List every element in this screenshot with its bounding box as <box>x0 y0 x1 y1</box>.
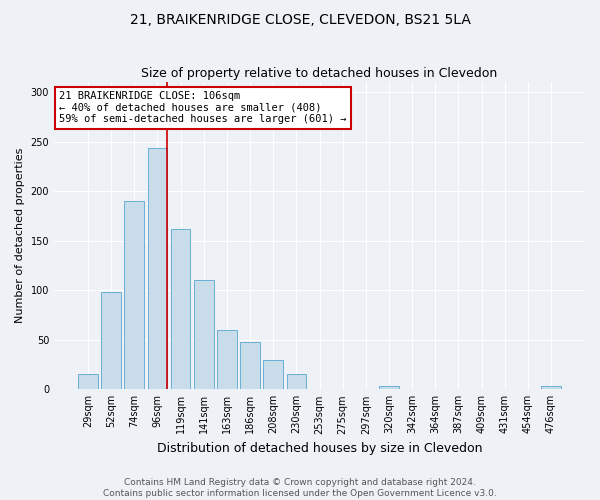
Text: 21 BRAIKENRIDGE CLOSE: 106sqm
← 40% of detached houses are smaller (408)
59% of : 21 BRAIKENRIDGE CLOSE: 106sqm ← 40% of d… <box>59 92 347 124</box>
Text: 21, BRAIKENRIDGE CLOSE, CLEVEDON, BS21 5LA: 21, BRAIKENRIDGE CLOSE, CLEVEDON, BS21 5… <box>130 12 470 26</box>
Bar <box>287 374 306 390</box>
Y-axis label: Number of detached properties: Number of detached properties <box>15 148 25 324</box>
Bar <box>263 360 283 390</box>
Text: Contains HM Land Registry data © Crown copyright and database right 2024.
Contai: Contains HM Land Registry data © Crown c… <box>103 478 497 498</box>
Title: Size of property relative to detached houses in Clevedon: Size of property relative to detached ho… <box>142 66 497 80</box>
Bar <box>194 280 214 390</box>
Bar <box>171 228 190 390</box>
Bar <box>217 330 237 390</box>
Bar <box>379 386 399 390</box>
X-axis label: Distribution of detached houses by size in Clevedon: Distribution of detached houses by size … <box>157 442 482 455</box>
Bar <box>541 386 561 390</box>
Bar <box>240 342 260 390</box>
Bar <box>148 148 167 390</box>
Bar <box>78 374 98 390</box>
Bar <box>101 292 121 390</box>
Bar <box>124 201 144 390</box>
